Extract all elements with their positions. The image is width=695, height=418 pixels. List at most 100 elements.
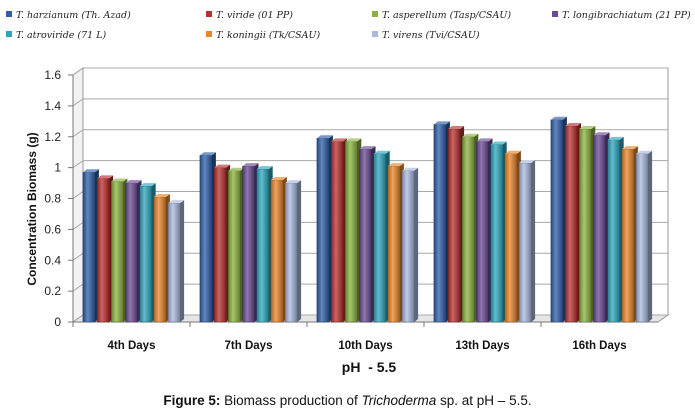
bar-top-face <box>490 141 507 145</box>
y-tick-label: 0.8 <box>44 192 61 206</box>
bar <box>82 169 99 323</box>
y-tick-label: 1.2 <box>44 130 61 144</box>
bar <box>550 116 567 323</box>
x-tick-label: 10th Days <box>338 340 392 352</box>
bar <box>153 193 170 323</box>
bar <box>462 133 479 323</box>
bar <box>447 126 465 323</box>
bar <box>213 164 231 323</box>
figure-caption: Figure 5: Biomass production of Trichode… <box>0 393 695 408</box>
bar-top-face <box>82 169 99 173</box>
bar-top-face <box>519 159 536 163</box>
bar-top-face <box>199 152 216 156</box>
bar-front-face <box>635 153 649 323</box>
bar <box>125 180 142 323</box>
bar <box>593 132 610 323</box>
bar-front-face <box>447 128 461 323</box>
y-axis-title: Concentration Biomass (g) <box>25 132 39 285</box>
bar-front-face <box>270 179 284 323</box>
bar <box>242 163 259 323</box>
bar-front-face <box>153 196 167 323</box>
bars <box>82 116 653 323</box>
bar-front-face <box>579 128 592 323</box>
legend-label: T. harzianum (Th. Azad) <box>16 10 131 21</box>
bar <box>270 176 287 323</box>
bar <box>621 146 638 323</box>
bar-top-face <box>153 193 170 197</box>
bar-top-face <box>636 150 653 154</box>
bar-top-face <box>607 136 624 140</box>
bar-front-face <box>564 125 578 323</box>
bar-front-face <box>125 182 138 323</box>
x-tick-label: 16th Days <box>572 340 626 352</box>
bar <box>476 138 493 323</box>
axes: 0 0.2 0.4 0.6 0.8 1 1.2 1.4 1.6 4th Days 7th Days 1… <box>44 68 658 352</box>
bar-front-face <box>242 165 255 323</box>
bar-top-face <box>331 138 348 142</box>
bar-top-face <box>373 150 390 154</box>
bar-side-face <box>648 150 653 322</box>
bar-front-face <box>621 148 635 323</box>
bar-front-face <box>82 172 96 323</box>
bar-top-face <box>97 175 114 179</box>
y-tick-label: 1 <box>54 161 61 175</box>
legend-swatch <box>6 11 12 17</box>
legend-swatch <box>6 31 12 37</box>
bar-top-face <box>242 163 259 167</box>
caption-text-before: Biomass production of <box>220 393 362 408</box>
bar-top-face <box>504 150 521 154</box>
bar-top-face <box>476 138 493 142</box>
x-tick-label: 13th Days <box>455 340 509 352</box>
bar-top-face <box>579 126 596 130</box>
caption-text-after: sp. at pH – 5.5. <box>436 393 532 408</box>
bar <box>284 180 302 323</box>
bar-front-face <box>139 185 152 323</box>
bar-front-face <box>345 141 358 323</box>
legend-label: T. virens (Tvi/CSAU) <box>382 30 480 41</box>
bar-top-face <box>111 178 128 182</box>
bar-front-face <box>96 178 110 323</box>
bar <box>96 175 114 323</box>
bar <box>139 183 156 323</box>
bar <box>373 150 390 323</box>
bar-front-face <box>476 141 489 323</box>
bar <box>401 167 419 323</box>
bar-top-face <box>448 126 465 130</box>
y-tick-label: 1.6 <box>44 68 61 82</box>
bar-top-face <box>270 176 287 180</box>
bar <box>111 178 128 323</box>
legend-label: T. viride (01 PP) <box>216 10 293 21</box>
legend-swatch <box>372 11 378 17</box>
bar-top-face <box>214 164 231 168</box>
bar-front-face <box>462 136 475 323</box>
x-tick-label: 7th Days <box>225 340 273 352</box>
bar-top-face <box>345 138 362 142</box>
bar-front-face <box>387 165 401 323</box>
bar <box>316 135 333 323</box>
bar-front-face <box>490 144 503 323</box>
bar <box>228 167 245 323</box>
bar-front-face <box>199 155 213 323</box>
bar-front-face <box>256 168 269 323</box>
bar <box>199 152 216 323</box>
legend-swatch <box>206 11 212 17</box>
caption-label: Figure 5: <box>163 393 221 408</box>
caption-genus: Trichoderma <box>361 393 437 408</box>
bar-top-face <box>228 167 245 171</box>
x-axis-title: pH - 5.5 <box>342 359 397 375</box>
bar-top-face <box>402 167 419 171</box>
bar-top-face <box>593 132 610 136</box>
y-tick-label: 0.6 <box>44 222 61 236</box>
bar-front-face <box>111 181 124 323</box>
bar-top-face <box>285 180 302 184</box>
bar-top-face <box>168 200 185 204</box>
bar <box>607 136 624 323</box>
x-tick-label: 4th Days <box>108 340 156 352</box>
y-tick-label: 0 <box>54 315 61 329</box>
y-tick-label: 1.4 <box>44 99 61 113</box>
bar <box>167 200 185 323</box>
bar-top-face <box>316 135 333 139</box>
y-tick-label: 0.4 <box>44 253 61 267</box>
bar-front-face <box>359 148 372 323</box>
